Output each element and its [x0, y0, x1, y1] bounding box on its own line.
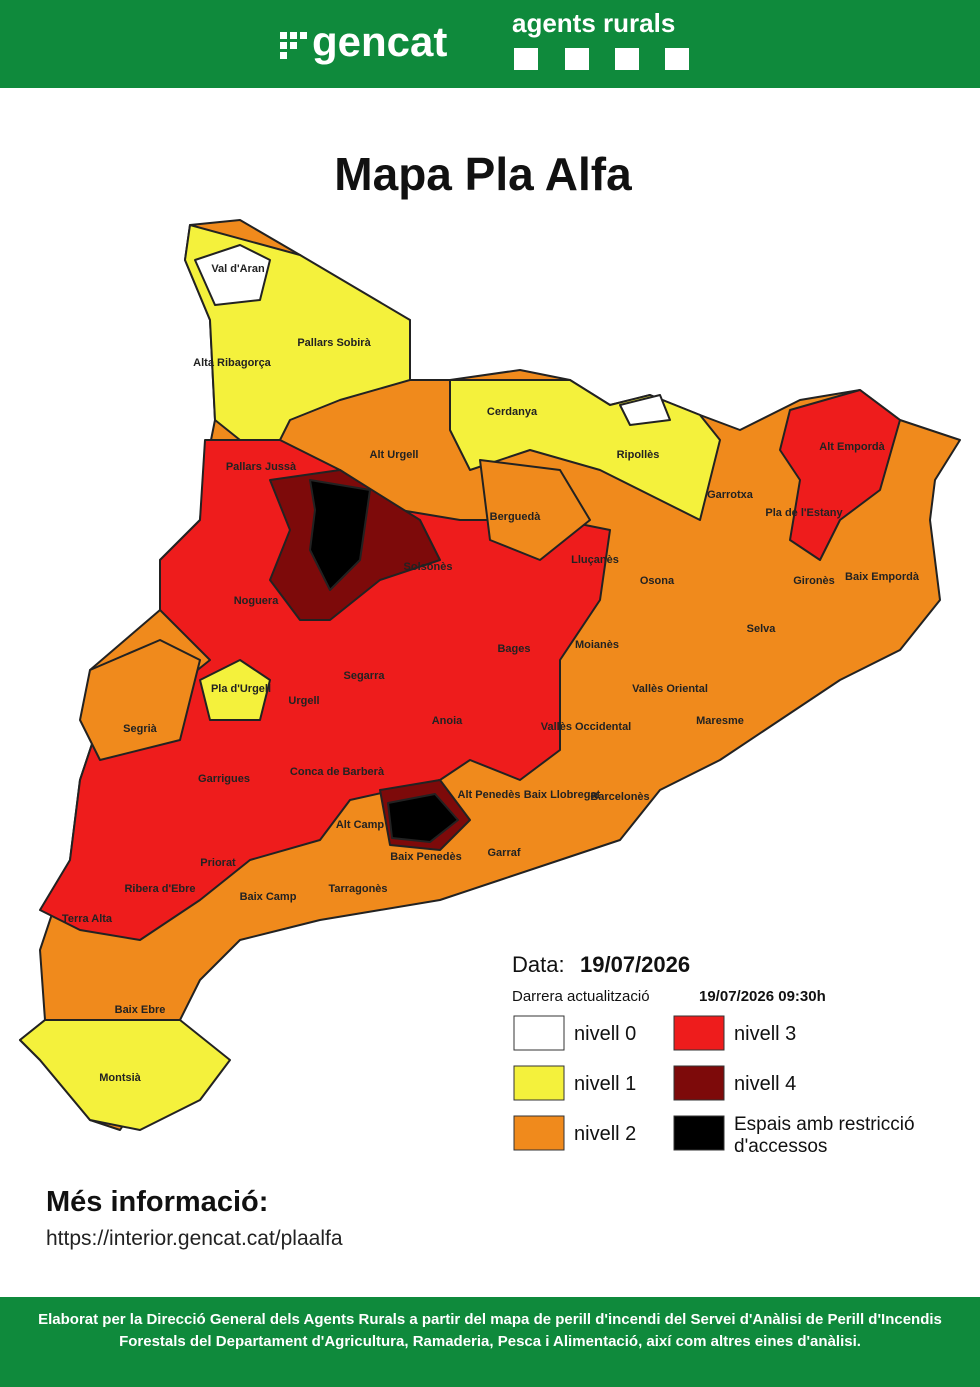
region-label: Segrià [123, 723, 158, 735]
legend-label: nivell 3 [734, 1023, 796, 1045]
region-label: Alt Penedès [458, 789, 521, 801]
legend-label: d'accessos [734, 1136, 827, 1157]
region-label: Gironès [793, 575, 835, 587]
update-label: Darrera actualització [512, 988, 650, 1005]
more-info-link[interactable]: https://interior.gencat.cat/plaalfa [46, 1227, 343, 1250]
region-label: Lluçanès [571, 554, 619, 566]
region-label: Alt Camp [336, 819, 385, 831]
region-label: Baix Empordà [845, 571, 920, 583]
legend: Data: 19/07/2026 Darrera actualització 1… [512, 952, 915, 1157]
legend-swatch [673, 1115, 725, 1151]
region-label: Bages [497, 643, 530, 655]
legend-swatch [673, 1065, 725, 1101]
legend-label: nivell 2 [574, 1123, 636, 1145]
update-value: 19/07/2026 09:30h [699, 988, 826, 1005]
date-value: 19/07/2026 [580, 952, 690, 977]
legend-swatch [513, 1065, 565, 1101]
map-title: Mapa Pla Alfa [334, 148, 632, 200]
region-label: Berguedà [490, 511, 542, 523]
region-label: Moianès [575, 639, 619, 651]
region-label: Garraf [487, 847, 520, 859]
region-label: Conca de Barberà [290, 766, 385, 778]
region-label: Segarra [344, 670, 386, 682]
region-label: Cerdanya [487, 406, 538, 418]
more-info-title: Més informació: [46, 1186, 269, 1218]
date-label: Data: [512, 952, 565, 977]
map-shapes [19, 219, 961, 1131]
region-label: Alt Urgell [370, 449, 419, 461]
agency-squares [514, 48, 689, 70]
legend-label: Espais amb restricció [734, 1114, 915, 1135]
region-label: Selva [747, 623, 777, 635]
region-labels: Val d'Aran Pallars Sobirà Alta Ribagorça… [62, 263, 920, 1084]
region-label: Alt Empordà [819, 441, 885, 453]
level2-segria [79, 639, 201, 761]
level0-aran [194, 244, 271, 306]
legend-label: nivell 1 [574, 1073, 636, 1095]
region-label: Pla d'Urgell [211, 683, 271, 695]
legend-swatch [673, 1015, 725, 1051]
region-label: Garrotxa [707, 489, 754, 501]
region-label: Urgell [288, 695, 319, 707]
region-label: Baix Penedès [390, 851, 462, 863]
restricted-pallars [309, 479, 371, 591]
region-label: Priorat [200, 857, 236, 869]
level3-emporda [779, 389, 901, 561]
legend-label: nivell 4 [734, 1073, 796, 1095]
region-label: Pallars Sobirà [297, 337, 371, 349]
level0-ripolles [619, 394, 671, 426]
legend-swatch [513, 1115, 565, 1151]
level1-montsia [19, 1019, 231, 1131]
region-label: Pla de l'Estany [765, 507, 843, 519]
legend-label: nivell 0 [574, 1023, 636, 1045]
region-label: Osona [640, 575, 675, 587]
region-label: Solsonès [404, 561, 453, 573]
region-label: Val d'Aran [211, 263, 265, 275]
restricted-alt-camp [387, 793, 459, 843]
region-label: Baix Ebre [115, 1004, 166, 1016]
region-label: Ribera d'Ebre [124, 883, 195, 895]
gencat-icon [280, 32, 307, 59]
legend-swatch [513, 1015, 565, 1051]
agents-rurals-logo: agents rurals [512, 8, 675, 38]
region-label: Barcelonès [590, 791, 649, 803]
region-label: Vallès Occidental [541, 721, 632, 733]
region-label: Vallès Oriental [632, 683, 708, 695]
map: Mapa Pla Alfa Val d'Aran Pallars Sobirà … [19, 148, 961, 1157]
region-label: Ripollès [617, 449, 660, 461]
footer-text: Elaborat per la Direcció General dels Ag… [38, 1311, 942, 1350]
region-label: Terra Alta [62, 913, 113, 925]
level2-bergueda [479, 459, 591, 561]
region-label: Maresme [696, 715, 744, 727]
header: gencat agents rurals [0, 0, 980, 88]
more-info: Més informació: https://interior.gencat.… [46, 1186, 343, 1251]
region-label: Tarragonès [328, 883, 387, 895]
level1-pla-urgell [199, 659, 271, 721]
gencat-logo: gencat [312, 18, 447, 65]
region-label: Alta Ribagorça [193, 357, 272, 369]
header-logos: gencat agents rurals [280, 8, 689, 70]
region-label: Pallars Jussà [226, 461, 297, 473]
region-label: Montsià [99, 1072, 141, 1084]
region-label: Noguera [234, 595, 280, 607]
region-label: Anoia [432, 715, 463, 727]
region-label: Baix Camp [240, 891, 297, 903]
footer: Elaborat per la Direcció General dels Ag… [0, 1297, 980, 1387]
region-label: Garrigues [198, 773, 250, 785]
region-label: Baix Llobregat [524, 789, 601, 801]
